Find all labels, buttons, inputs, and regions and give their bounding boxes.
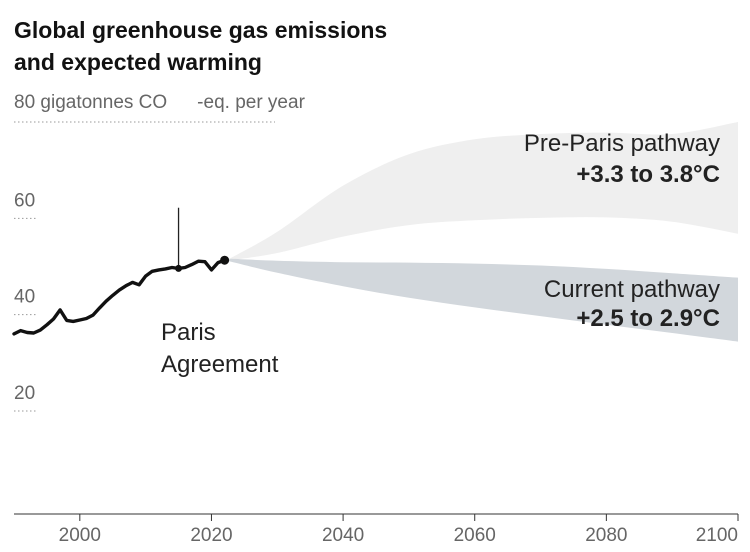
y-axis-unit-label: 80 gigatonnes CO -eq. per year bbox=[14, 92, 306, 113]
x-tick-label-2100: 2100 bbox=[696, 525, 738, 546]
pre-paris-warming-range: +3.3 to 3.8°C bbox=[576, 161, 720, 188]
pre-paris-pathway-label: Pre-Paris pathway bbox=[524, 130, 720, 157]
paris-agreement-marker bbox=[175, 264, 183, 272]
x-tick-label-2080: 2080 bbox=[585, 525, 627, 546]
current-pathway-band bbox=[224, 258, 739, 342]
x-tick-label-2040: 2040 bbox=[322, 525, 364, 546]
pre-paris-pathway-band bbox=[224, 122, 739, 261]
x-axis: 2000 2020 2040 2060 2080 2100 bbox=[59, 514, 739, 546]
unit-prefix: 80 gigatonnes CO bbox=[14, 92, 167, 113]
current-pathway-label: Current pathway bbox=[544, 276, 720, 303]
historical-emissions-line bbox=[12, 258, 227, 336]
y-tick-label-20: 20 bbox=[14, 383, 35, 404]
x-tick-label-2020: 2020 bbox=[190, 525, 232, 546]
current-pathway-warming-range: +2.5 to 2.9°C bbox=[576, 305, 720, 332]
paris-label-line-1: Paris bbox=[161, 319, 216, 346]
y-axis: 60 40 20 bbox=[14, 190, 36, 412]
chart-title-line-1: Global greenhouse gas emissions bbox=[14, 17, 387, 43]
y-tick-label-60: 60 bbox=[14, 190, 35, 211]
latest-emissions-marker bbox=[220, 255, 230, 265]
unit-suffix: -eq. per year bbox=[197, 92, 305, 113]
chart-title-line-2: and expected warming bbox=[14, 49, 262, 75]
x-tick-label-2000: 2000 bbox=[59, 525, 101, 546]
y-tick-label-40: 40 bbox=[14, 287, 35, 308]
x-tick-label-2060: 2060 bbox=[454, 525, 496, 546]
paris-label-line-2: Agreement bbox=[161, 351, 279, 378]
